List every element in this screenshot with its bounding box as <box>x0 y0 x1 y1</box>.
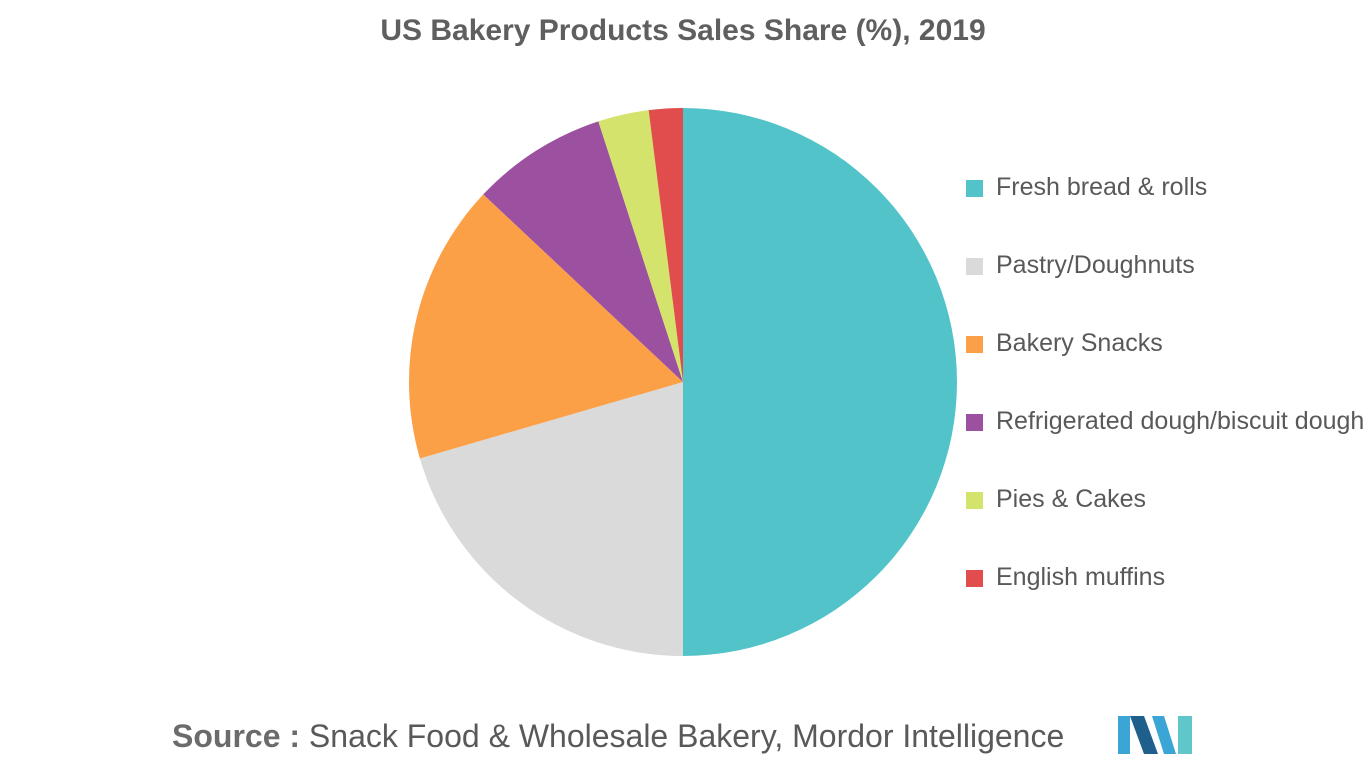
legend-label: Pastry/Doughnuts <box>996 251 1195 279</box>
source-text: Snack Food & Wholesale Bakery, Mordor In… <box>308 718 1065 754</box>
chart-title: US Bakery Products Sales Share (%), 2019 <box>380 14 986 47</box>
logo-middle-diagonal <box>1152 716 1176 754</box>
source-note: Source : Snack Food & Wholesale Bakery, … <box>172 718 1064 755</box>
pie-slice-pies-cakes <box>598 110 683 382</box>
legend-item: English muffins <box>966 558 1366 636</box>
legend-item: Pastry/Doughnuts <box>966 246 1366 324</box>
legend-swatch <box>966 570 983 587</box>
pie-slice-pastry-doughnuts <box>419 382 683 656</box>
legend-item: Pies & Cakes <box>966 480 1366 558</box>
legend-item: Refrigerated dough/biscuit dough <box>966 402 1366 480</box>
legend: Fresh bread & rolls Pastry/Doughnuts Baker… <box>966 168 1366 636</box>
legend-label: Fresh bread & rolls <box>996 173 1208 201</box>
legend-swatch <box>966 336 983 353</box>
legend-item: Fresh bread & rolls <box>966 168 1366 246</box>
legend-label: Bakery Snacks <box>996 329 1163 357</box>
legend-swatch <box>966 180 983 197</box>
legend-item: Bakery Snacks <box>966 324 1366 402</box>
legend-label: Pies & Cakes <box>996 485 1147 513</box>
pie-slice-fresh-bread-rolls <box>683 108 957 656</box>
legend-label: English muffins <box>996 563 1166 591</box>
legend-swatch <box>966 258 983 275</box>
pie-slice-bakery-snacks <box>409 194 683 459</box>
source-prefix: Source : <box>172 718 301 754</box>
logo-left-bar <box>1118 716 1130 754</box>
pie-slice-english-muffins <box>648 108 683 382</box>
legend-label: Refrigerated dough/biscuit dough <box>996 407 1365 435</box>
mordor-intelligence-logo-icon <box>1118 716 1192 754</box>
logo-left-diagonal <box>1130 716 1158 754</box>
legend-swatch <box>966 414 983 431</box>
logo-right-bar <box>1178 716 1192 754</box>
pie-slice-refrigerated-dough-biscuit-dough <box>483 121 683 382</box>
legend-swatch <box>966 492 983 509</box>
